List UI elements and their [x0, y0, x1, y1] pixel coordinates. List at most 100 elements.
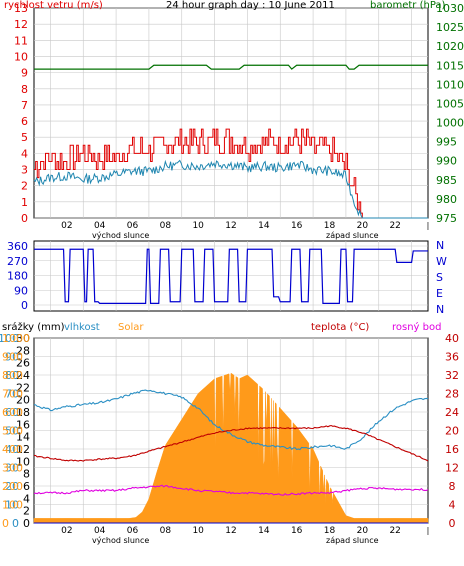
temperature-tick-label: 40 [445, 332, 459, 345]
direction-chart-frame [33, 240, 429, 312]
wind-speed-tick-label: 1 [21, 196, 28, 209]
pressure-tick-label: 995 [436, 136, 457, 149]
humidity-tick-label: 80 [5, 369, 19, 382]
pressure-axis: 975 980 985 990 995 1000 1005 1010 1015 1020 1025 1… [436, 2, 464, 225]
solar-tick-label: 400 [2, 443, 23, 456]
direction-compass-tick: N [436, 303, 444, 316]
climate-x-tick-label: 02 [61, 526, 72, 536]
solar-tick-label: 500 [2, 425, 23, 438]
temperature-line [33, 424, 429, 462]
pressure-tick-label: 1015 [436, 59, 464, 72]
solar-tick-label: 600 [2, 406, 23, 419]
wind-speed-tick-label: 6 [21, 115, 28, 128]
climate-x-tick-label: 16 [291, 526, 303, 536]
climate-x-tick-label: 12 [225, 526, 236, 536]
wind-speed-tick-label: 12 [14, 18, 28, 31]
wind-x-tick-label: 22 [389, 221, 400, 231]
climate-x-tick-label: 04 [94, 526, 106, 536]
solar-tick-label: 200 [2, 480, 23, 493]
wind-chart-series [33, 64, 428, 219]
wind-x-tick-label: 10 [192, 221, 204, 231]
sunrise-label-top: východ slunce [92, 231, 149, 240]
wind-x-end-tick: | [427, 221, 430, 230]
rain-tick-label: 20 [16, 394, 30, 407]
dewpoint-label: rosný bod [392, 321, 441, 333]
wind-speed-tick-label: 8 [21, 83, 28, 96]
pressure-tick-label: 980 [436, 193, 457, 206]
solar-tick-label: 800 [2, 369, 23, 382]
wind-speed-label: rychlost vetru (m/s) [4, 0, 103, 11]
direction-series [34, 248, 428, 304]
pressure-tick-label: 1010 [436, 78, 464, 91]
rain-tick-label: 14 [16, 431, 30, 444]
pressure-tick-label: 990 [436, 155, 457, 168]
rain-tick-label: 30 [16, 332, 30, 345]
wind-speed-tick-label: 11 [14, 34, 28, 47]
humidity-tick-label: 10 [5, 499, 19, 512]
temperature-label: teplota (°C) [311, 322, 369, 333]
wind-x-tick-label: 18 [324, 221, 336, 231]
solar-tick-label: 1000 [2, 332, 30, 345]
humidity-tick-label: 20 [5, 480, 19, 493]
rain-tick-label: 26 [16, 357, 30, 370]
pressure-tick-label: 1020 [436, 40, 464, 53]
climate-x-tick-label: 18 [324, 526, 336, 536]
solar-tick-label: 900 [2, 351, 23, 364]
direction-degree-tick: 360 [7, 240, 28, 253]
wind-x-tick-label: 04 [94, 221, 106, 231]
temperature-tick-label: 24 [445, 406, 459, 419]
wind-x-tick-label: 12 [225, 221, 236, 231]
pressure-tick-label: 1005 [436, 97, 464, 110]
sunrise-label-bottom: východ slunce [92, 536, 149, 545]
climate-x-tick-label: 22 [389, 526, 400, 536]
wind-direction-line [34, 248, 428, 304]
temperature-tick-label: 20 [445, 425, 459, 438]
rain-tick-label: 2 [23, 505, 30, 518]
pressure-tick-label: 1000 [436, 117, 464, 130]
wind-speed-tick-label: 3 [21, 164, 28, 177]
rain-tick-label: 8 [23, 468, 30, 481]
climate-chart-x-axis: 02 04 06 08 10 12 14 16 18 20 22 | [61, 526, 429, 536]
wind-x-tick-label: 14 [258, 221, 270, 231]
direction-degree-tick: 270 [7, 255, 28, 268]
humidity-tick-label: 0 [12, 517, 19, 530]
wind-chart-frame [33, 7, 429, 219]
humidity-tick-label: 100 [0, 332, 19, 345]
wind-speed-tick-label: 13 [14, 2, 28, 15]
rain-tick-label: 28 [16, 344, 30, 357]
dewpoint-line [33, 484, 429, 496]
rain-tick-label: 24 [16, 369, 30, 382]
rain-tick-label: 0 [23, 517, 30, 530]
wind-speed-tick-label: 10 [14, 50, 28, 63]
rain-tick-label: 6 [23, 480, 30, 493]
climate-series [33, 372, 429, 524]
humidity-tick-label: 50 [5, 425, 19, 438]
wind-chart-x-axis: 02 04 06 08 10 12 14 16 18 20 22 | [61, 221, 429, 231]
temperature-tick-label: 0 [449, 517, 456, 530]
pressure-label: barometr (hPa) [370, 0, 446, 11]
solar-tick-label: 100 [2, 499, 23, 512]
wind-x-tick-label: 02 [61, 221, 72, 231]
graph-title: 24 hour graph day : 10 June 2011 [166, 0, 335, 11]
direction-degree-tick: 90 [14, 284, 28, 297]
climate-x-tick-label: 14 [258, 526, 270, 536]
climate-x-tick-label: 08 [160, 526, 172, 536]
pressure-line [34, 64, 428, 70]
temperature-tick-label: 28 [445, 388, 459, 401]
solar-tick-label: 700 [2, 388, 23, 401]
rain-tick-label: 12 [16, 443, 30, 456]
direction-compass-tick: S [436, 271, 443, 284]
climate-x-end-tick: | [427, 526, 430, 535]
solar-label: Solar [118, 322, 144, 333]
rain-tick-label: 10 [16, 455, 30, 468]
climate-axes: 0246810121416182022242628300102030405060… [0, 332, 459, 530]
wind-speed-tick-label: 9 [21, 67, 28, 80]
wind-x-tick-label: 08 [160, 221, 172, 231]
climate-x-tick-label: 10 [192, 526, 204, 536]
rain-tick-label: 4 [23, 492, 30, 505]
